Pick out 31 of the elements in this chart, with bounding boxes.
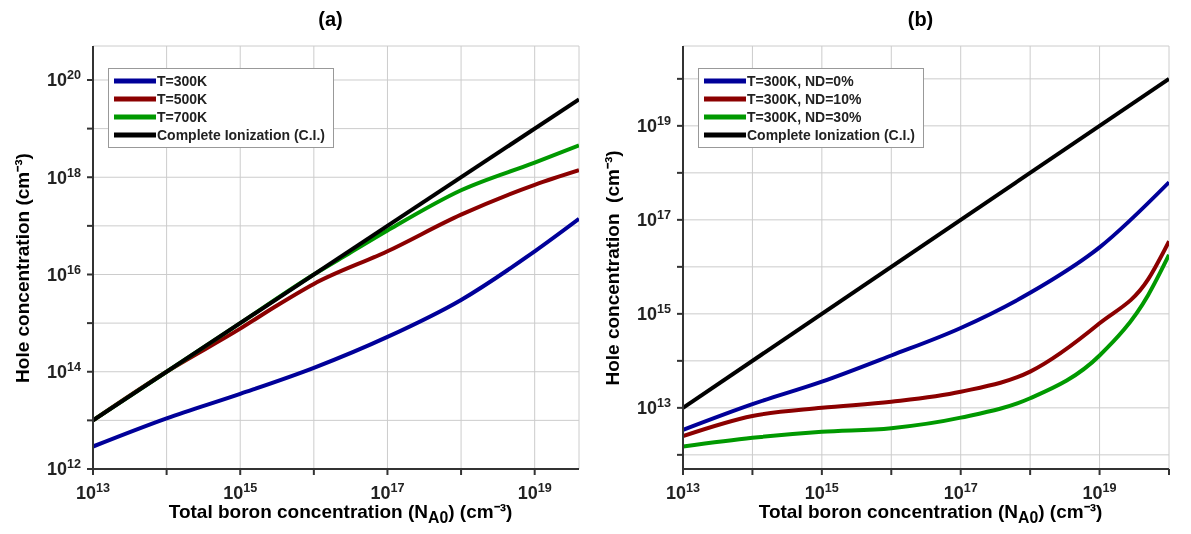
x-tick-label: 10$^{15}$ xyxy=(223,481,258,503)
x-axis-title: Total boron concentration (N$_{A0}$) (cm⁻³) xyxy=(168,501,513,526)
legend-label: Complete Ionization (C.I.) xyxy=(747,126,915,144)
y-tick-label: 10$^{12}$ xyxy=(46,457,81,480)
legend-label: T=300K, ND=0% xyxy=(747,72,854,90)
x-tick-label: 10$^{13}$ xyxy=(665,481,701,503)
legend-label: T=300K xyxy=(157,72,208,90)
y-tick-label: 10$^{15}$ xyxy=(636,302,671,325)
chart-title: (b) xyxy=(906,8,935,31)
legend-label: T=300K, ND=10% xyxy=(747,90,862,108)
legend-label: T=700K xyxy=(157,108,208,126)
x-tick-label: 10$^{19}$ xyxy=(517,481,552,503)
y-axis-title: Hole concentration (cm⁻³) xyxy=(11,153,34,383)
y-tick-label: 10$^{18}$ xyxy=(46,165,81,188)
x-tick-label: 10$^{19}$ xyxy=(1082,481,1117,503)
y-tick-label: 10$^{19}$ xyxy=(636,114,671,137)
y-tick-label: 10$^{20}$ xyxy=(46,68,81,91)
legend-label: T=500K xyxy=(157,90,208,108)
x-tick-label: 10$^{13}$ xyxy=(75,481,111,503)
y-tick-label: 10$^{13}$ xyxy=(636,396,671,419)
x-tick-label: 10$^{17}$ xyxy=(370,481,405,503)
x-axis-title: Total boron concentration (N$_{A0}$) (cm⁻³) xyxy=(758,501,1103,526)
y-tick-label: 10$^{17}$ xyxy=(636,208,671,231)
chart-title: (a) xyxy=(317,8,344,31)
x-tick-label: 10$^{15}$ xyxy=(804,481,839,503)
y-axis-title: Hole concentration (cm⁻³) xyxy=(601,150,624,386)
y-tick-label: 10$^{16}$ xyxy=(46,262,81,285)
legend-label: T=300K, ND=30% xyxy=(747,108,862,126)
legend-label: Complete Ionization (C.I.) xyxy=(157,126,325,144)
y-tick-label: 10$^{14}$ xyxy=(46,360,81,383)
x-tick-label: 10$^{17}$ xyxy=(943,481,978,503)
